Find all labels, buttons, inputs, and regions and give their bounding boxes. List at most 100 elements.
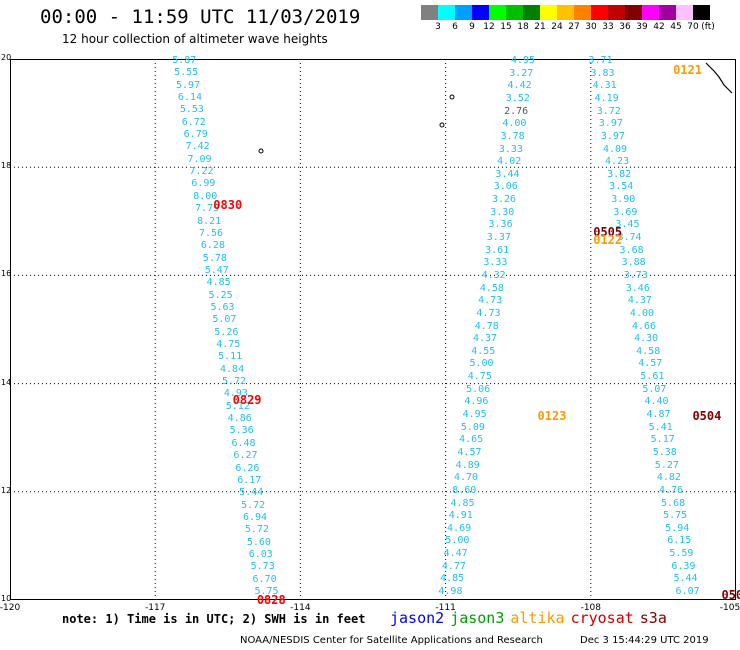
wave-height-value: 4.55	[471, 345, 496, 357]
wave-height-value: 5.72	[244, 524, 269, 536]
wave-height-value: 3.82	[607, 168, 632, 180]
wave-height-value: 5.44	[239, 487, 264, 499]
wave-height-value: 5.61	[640, 371, 665, 383]
wave-height-value: 5.38	[652, 446, 677, 458]
wave-height-value: 4.58	[636, 345, 661, 357]
wave-height-value: 3.52	[505, 92, 530, 104]
wave-height-value: 3.33	[483, 257, 508, 269]
color-scale-swatch	[455, 5, 472, 20]
color-scale-swatch	[608, 5, 625, 20]
wave-height-value: 5.59	[669, 548, 694, 560]
wave-height-value: 3.45	[615, 219, 640, 231]
longitude-tick-label: -111	[435, 603, 456, 613]
map-grid	[10, 59, 736, 600]
latitude-tick-label: 14	[1, 377, 12, 387]
color-scale-tick: 18	[517, 22, 529, 32]
wave-height-value: 7.22	[189, 166, 214, 178]
pass-time-label: 0122	[593, 233, 623, 248]
wave-height-value: 4.77	[441, 560, 466, 572]
longitude-tick-label: -108	[580, 603, 602, 613]
latitude-tick-label: 10	[1, 594, 12, 603]
wave-height-value: 3.78	[500, 130, 525, 142]
latitude-tick-label: 20	[1, 53, 12, 62]
wave-height-value: 4.47	[443, 548, 468, 560]
wave-height-value: 3.68	[619, 244, 644, 256]
map-area[interactable]: 5.87 5.55 5.97 6.14 5.53 6.72 6.79 7.42 7.09 7.22…	[10, 55, 740, 606]
wave-height-value: 5.41	[648, 421, 673, 433]
color-scale-swatch	[438, 5, 455, 20]
wave-height-value: 5.63	[210, 301, 235, 313]
wave-height-value: 6.48	[231, 437, 256, 449]
wave-height-value: 4.02	[497, 156, 522, 168]
wave-height-value: 4.76	[658, 484, 684, 496]
wave-height-value: 3.27	[509, 67, 534, 79]
color-scale-unit: (ft)	[701, 22, 715, 32]
color-scale-tick: 27	[568, 22, 580, 32]
wave-height-value: 3.97	[600, 130, 625, 142]
wave-height-value: 3.74	[617, 232, 642, 243]
wave-height-value: 6.39	[671, 560, 696, 572]
wave-height-value: 4.00	[629, 307, 654, 319]
wave-height-value: 5.25	[208, 289, 233, 301]
color-scale-tick: 3	[435, 22, 441, 32]
wave-height-value: 3.26	[491, 194, 517, 206]
color-scale-tick: 42	[653, 22, 665, 32]
color-scale-swatch	[659, 5, 676, 20]
wave-height-value: 3.90	[611, 194, 636, 206]
color-scale-tick: 21	[534, 22, 546, 32]
color-scale-tick: 36	[619, 22, 631, 32]
wave-height-value: 3.06	[493, 181, 518, 193]
wave-height-value: 4.57	[457, 446, 482, 458]
color-scale-swatch	[676, 5, 693, 20]
wave-height-value: 4.82	[656, 472, 681, 484]
wave-height-value: 5.36	[229, 425, 254, 437]
wave-height-value: 5.11	[218, 351, 243, 363]
pass-time-label: 0829	[232, 392, 262, 407]
color-scale-tick: 24	[551, 22, 563, 32]
wave-height-value: 3.30	[490, 206, 515, 218]
wave-height-value: 4.75	[467, 371, 492, 383]
island-marker	[258, 148, 264, 154]
wave-height-value: 4.75	[216, 339, 241, 351]
wave-height-value: 7.42	[185, 141, 210, 153]
wave-height-value: 4.78	[474, 320, 499, 332]
wave-height-value: 3.73	[623, 269, 648, 281]
wave-height-value: 4.00	[502, 118, 527, 130]
wave-height-value: 4.23	[605, 156, 630, 168]
wave-height-value: 3.46	[625, 282, 650, 294]
page-title: 00:00 - 11:59 UTC 11/03/2019	[40, 6, 361, 28]
wave-height-value: 6.72	[181, 116, 206, 128]
wave-height-value: 5.78	[202, 252, 227, 264]
wave-height-value: 6.99	[191, 178, 216, 190]
wave-height-value: 4.37	[627, 295, 652, 307]
color-scale-tick: 30	[585, 22, 597, 32]
wave-height-value: 3.36	[488, 219, 513, 231]
satellite-legend: jason2 jason3 altika cryosat s3a	[390, 609, 673, 627]
wave-height-value: 3.37	[486, 232, 511, 243]
legend-entry: jason2	[390, 609, 445, 627]
wave-height-value: 4.91	[448, 510, 473, 522]
wave-height-value: 5.00	[469, 358, 494, 370]
wave-height-value: 4.66	[631, 320, 657, 332]
color-scale-swatch	[557, 5, 574, 20]
wave-height-value: 6.79	[183, 129, 208, 141]
color-scale-swatch	[472, 5, 489, 20]
legend-entry: jason3	[450, 609, 505, 627]
wave-height-value: 4.86	[227, 413, 252, 425]
wave-height-value: 7.09	[187, 153, 212, 165]
wave-height-value: 5.72	[221, 376, 247, 388]
wave-height-value: 5.94	[665, 522, 690, 534]
wave-height-value: 7.56	[198, 227, 224, 239]
wave-height-value: 5.09	[460, 421, 485, 433]
wave-height-value: 4.09	[602, 143, 628, 155]
wave-height-value: 5.55	[174, 67, 199, 79]
wave-height-value: 4.32	[481, 269, 506, 281]
island-marker	[449, 94, 455, 100]
color-scale-tick: 70	[687, 22, 699, 32]
wave-height-value: 3.71	[588, 55, 613, 66]
wave-height-value: 3.72	[596, 105, 621, 117]
wave-height-value: 4.95	[462, 409, 487, 420]
wave-height-value: 8.00	[193, 190, 218, 202]
wave-height-value: 4.95	[510, 55, 536, 66]
wave-height-value: 4.85	[450, 497, 475, 509]
